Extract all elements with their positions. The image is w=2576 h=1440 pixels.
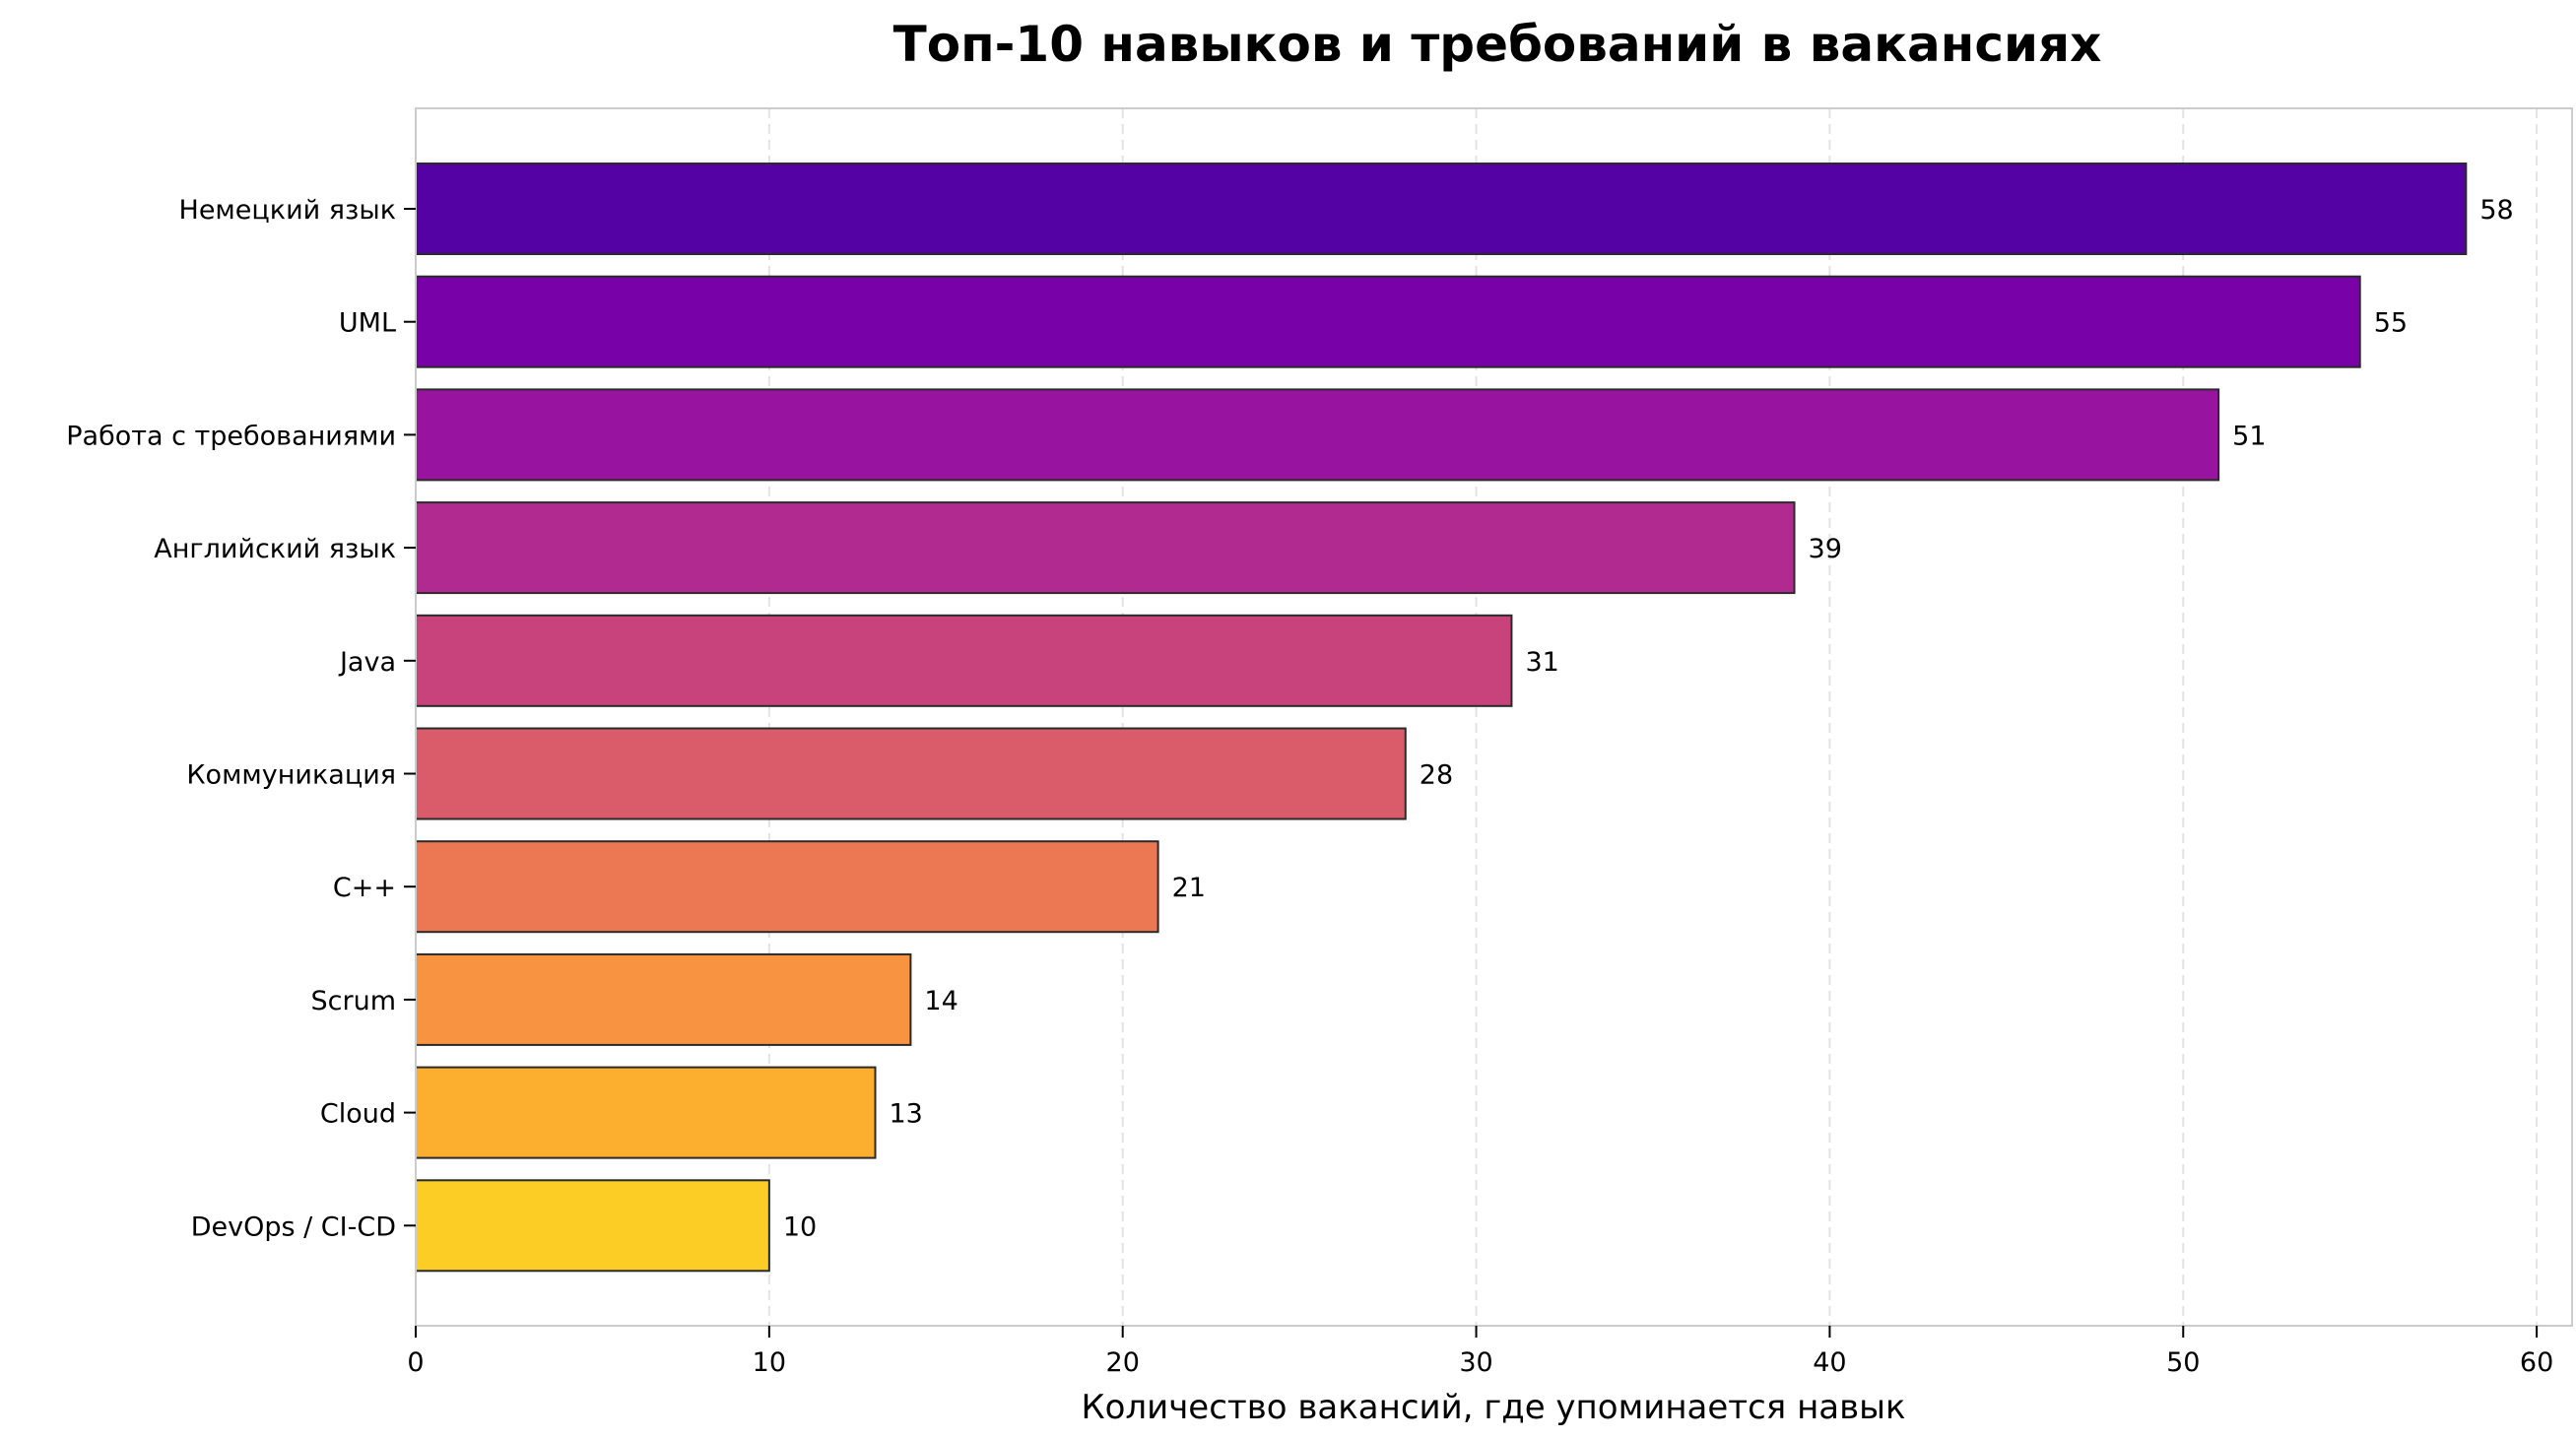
x-tick-label: 10	[753, 1347, 786, 1378]
x-tick-label: 20	[1106, 1347, 1140, 1378]
bar	[415, 614, 1513, 707]
bar	[415, 163, 2468, 255]
bar	[415, 727, 1407, 820]
data-label: 13	[890, 1099, 923, 1130]
x-tick-label: 0	[407, 1347, 424, 1378]
data-label: 21	[1172, 873, 1206, 903]
data-label: 58	[2479, 195, 2513, 226]
y-tick-label: UML	[339, 308, 396, 339]
bar	[415, 840, 1159, 934]
y-tick-label: Scrum	[311, 986, 397, 1016]
data-label: 10	[783, 1211, 817, 1242]
x-tick-label: 40	[1813, 1347, 1846, 1378]
plot-frame	[415, 107, 2573, 1327]
bar	[415, 952, 912, 1046]
data-label: 51	[2232, 421, 2266, 451]
data-label: 28	[1420, 760, 1453, 791]
data-label: 14	[924, 986, 958, 1016]
bar	[415, 1066, 877, 1159]
y-tick-label: Немецкий язык	[179, 195, 396, 226]
data-label: 55	[2374, 308, 2408, 339]
x-tick-label: 50	[2166, 1347, 2200, 1378]
bar	[415, 275, 2361, 368]
x-tick-label: 60	[2520, 1347, 2553, 1378]
data-label: 39	[1809, 534, 1842, 564]
y-tick-label: Java	[338, 647, 396, 678]
chart-title: Топ-10 навыков и требований в вакансиях	[893, 16, 2102, 73]
x-axis-label: Количество вакансий, где упоминается нав…	[1081, 1388, 1905, 1427]
y-tick-label: Cloud	[320, 1099, 396, 1130]
bar	[415, 1179, 770, 1273]
bar	[415, 501, 1796, 595]
y-tick-label: Коммуникация	[186, 760, 396, 791]
y-tick-label: DevOps / CI-CD	[191, 1211, 396, 1242]
y-tick-label: Английский язык	[154, 534, 396, 564]
data-label: 31	[1525, 647, 1558, 678]
y-tick-label: Работа с требованиями	[66, 421, 396, 451]
x-tick-label: 30	[1459, 1347, 1492, 1378]
y-tick-label: C++	[333, 873, 396, 903]
bar	[415, 388, 2220, 482]
